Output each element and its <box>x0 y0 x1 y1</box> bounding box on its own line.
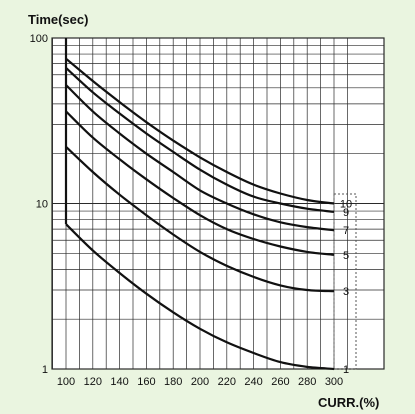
y-tick-label: 100 <box>30 33 48 45</box>
x-tick-label: 180 <box>164 376 182 388</box>
x-tick-label: 140 <box>110 376 128 388</box>
curve-label-3: 3 <box>343 286 349 298</box>
tick-layer: 100 120 140 160 180 200 220 240 260 280 300 1 10 100 <box>30 33 344 388</box>
curve-5 <box>65 110 335 256</box>
x-tick-label: 220 <box>218 376 236 388</box>
curve-7 <box>65 84 335 232</box>
x-tick-label: 100 <box>57 376 75 388</box>
x-axis-title: CURR.(%) <box>318 395 379 410</box>
x-tick-label: 240 <box>244 376 262 388</box>
curve-label-1: 1 <box>343 364 349 376</box>
curve-3 <box>65 145 335 293</box>
curve-layer: 109 7 5 3 1 <box>64 38 352 376</box>
plot-frame <box>51 37 385 370</box>
x-tick-label: 260 <box>271 376 289 388</box>
curve-label-9: 9 <box>343 207 349 219</box>
curve-9 <box>65 67 335 213</box>
curve-1 <box>65 223 335 371</box>
y-axis-title: Time(sec) <box>28 12 88 27</box>
curve-10 <box>65 57 335 205</box>
y-tick-label: 1 <box>42 364 48 376</box>
x-tick-label: 160 <box>137 376 155 388</box>
x-tick-label: 280 <box>298 376 316 388</box>
curve-label-7: 7 <box>343 225 349 237</box>
label-box <box>333 193 357 370</box>
x-tick-label: 120 <box>84 376 102 388</box>
y-tick-label: 10 <box>36 199 48 211</box>
x-tick-label: 300 <box>325 376 343 388</box>
x-tick-label: 200 <box>191 376 209 388</box>
curve-label-5: 5 <box>343 250 349 262</box>
curve-label-10: 10 <box>340 199 352 211</box>
